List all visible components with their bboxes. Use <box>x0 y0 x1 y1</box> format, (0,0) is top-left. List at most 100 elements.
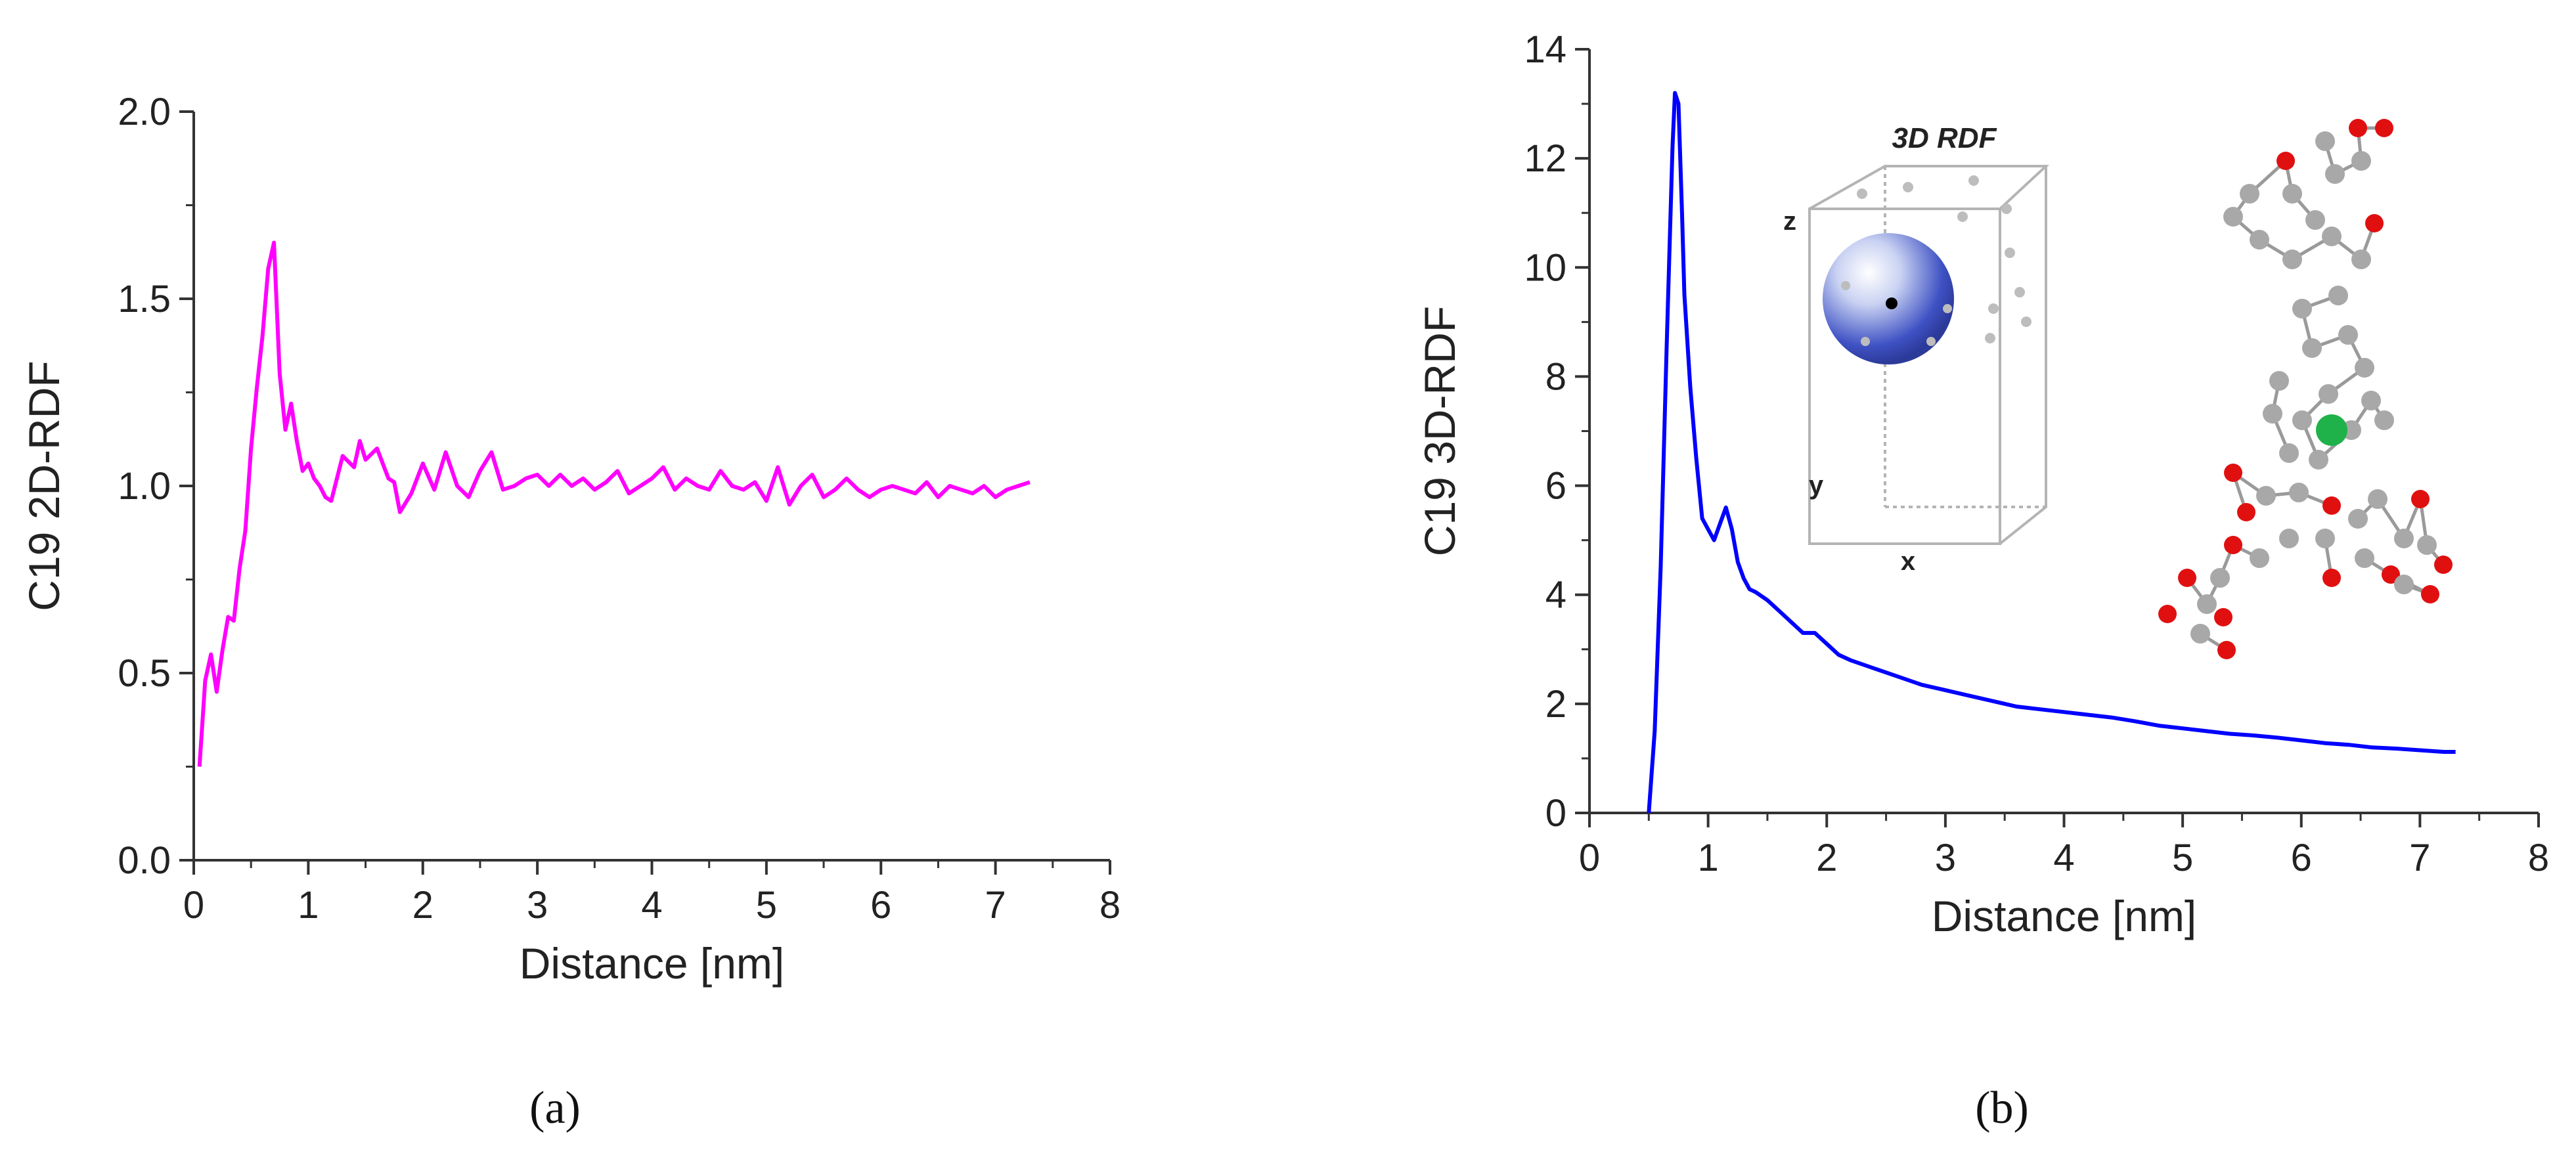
panel-a-axes <box>192 112 1110 862</box>
carbon-atom <box>2279 443 2299 463</box>
inset-box-side <box>1999 166 2047 545</box>
oxygen-atom <box>2382 565 2400 584</box>
panel-a-ytick-label: 1.0 <box>118 465 171 508</box>
panel-a-xtick-label: 4 <box>641 884 662 927</box>
carbon-atom <box>2394 529 2414 548</box>
carbon-atom <box>2351 250 2371 269</box>
carbon-atom <box>2292 410 2312 430</box>
panel-b-ytick-label: 12 <box>1524 137 1566 180</box>
carbon-atom <box>2315 529 2335 548</box>
carbon-atom <box>2289 483 2309 502</box>
carbon-atom <box>2328 286 2348 305</box>
oxygen-atom <box>2322 496 2341 515</box>
panel-a-ytick-label: 0.0 <box>118 839 171 882</box>
carbon-atom <box>2282 184 2302 204</box>
panel-b-xtick-label: 8 <box>2528 837 2549 879</box>
carbon-atom <box>2292 299 2312 318</box>
oxygen-atom <box>2214 608 2232 626</box>
inset-particles <box>1841 175 2032 346</box>
inset-x-label: x <box>1901 547 1915 576</box>
carbon-atom <box>2351 151 2371 171</box>
rdf-3d-inset: 3D RDF z y x <box>1783 122 2050 576</box>
carbon-atom <box>2269 371 2289 391</box>
panel-b-xtick-label: 7 <box>2409 837 2430 879</box>
carbon-atom <box>2210 568 2230 588</box>
oxygen-atom <box>2237 503 2255 521</box>
oxygen-atom <box>2322 569 2341 587</box>
panel-b-series-line <box>1647 91 2456 814</box>
panel-b-ytick-label: 6 <box>1545 465 1566 508</box>
highlighted-atom-c19 <box>2316 414 2347 446</box>
carbon-atom <box>2348 509 2368 529</box>
panel-b-label: (b) <box>1975 1083 2029 1133</box>
panel-b-xtick-label: 5 <box>2172 837 2193 879</box>
inset-sphere-center <box>1886 297 1898 309</box>
carbon-atom <box>2394 575 2414 594</box>
panel-a-series-line <box>197 240 1031 767</box>
panel-b-xlabel: Distance [nm] <box>1932 892 2196 940</box>
panel-a-xtick-label: 2 <box>412 884 433 927</box>
panel-b-xtick-label: 3 <box>1935 837 1956 879</box>
oxygen-atom <box>2375 119 2393 137</box>
oxygen-atom <box>2224 464 2242 482</box>
panel-b-xtick-label: 6 <box>2291 837 2312 879</box>
panel-b-ytick-label: 0 <box>1545 792 1566 835</box>
carbon-atom <box>2355 358 2374 378</box>
carbon-atom <box>2417 535 2437 555</box>
panel-a-xlabel: Distance [nm] <box>520 939 784 988</box>
oxygen-atom <box>2434 556 2453 574</box>
inset-box <box>1808 165 2050 545</box>
panel-b-xtick-label: 1 <box>1697 837 1718 879</box>
panel-a-ytick-label: 2.0 <box>118 91 171 133</box>
panel-a-series <box>197 240 1031 767</box>
panel-b-ytick-label: 14 <box>1524 28 1566 71</box>
molecule-illustration <box>2158 119 2453 659</box>
oxygen-atom <box>2276 152 2295 170</box>
panel-a-ytick-label: 1.5 <box>118 278 171 320</box>
panel-b-ytick-label: 2 <box>1545 683 1566 726</box>
inset-y-label: y <box>1809 471 1824 500</box>
inset-box-top <box>1809 165 2050 210</box>
oxygen-atom <box>2158 605 2177 623</box>
panel-b-series <box>1647 91 2456 814</box>
inset-title: 3D RDF <box>1892 122 1997 154</box>
panel-b-ytick-label: 10 <box>1524 246 1566 289</box>
carbon-atom <box>2325 164 2345 184</box>
carbon-atom <box>2322 227 2342 246</box>
carbon-atom <box>2309 450 2328 470</box>
carbon-atom <box>2190 624 2210 644</box>
panel-a-xtick-label: 7 <box>985 884 1006 927</box>
panel-b-ytick-label: 4 <box>1545 574 1566 617</box>
panel-a-xtick-label: 5 <box>756 884 777 927</box>
oxygen-atom <box>2224 536 2242 554</box>
panel-b-axes <box>1588 49 2539 814</box>
carbon-atom <box>2263 404 2282 424</box>
oxygen-atom <box>2365 214 2384 232</box>
panel-b-xtick-label: 4 <box>2053 837 2074 879</box>
panel-a-xtick-label: 8 <box>1099 884 1121 927</box>
carbon-atom <box>2282 250 2302 269</box>
panel-a-xtick-label: 1 <box>298 884 319 927</box>
panel-b-xtick-label: 2 <box>1816 837 1837 879</box>
carbon-atom <box>2302 338 2322 358</box>
carbon-atom <box>2305 210 2325 230</box>
carbon-atom <box>2374 410 2394 430</box>
carbon-atom <box>2256 486 2276 506</box>
carbon-atom <box>2355 548 2374 568</box>
inset-z-label: z <box>1783 207 1796 236</box>
oxygen-atom <box>2217 641 2236 659</box>
carbon-atom <box>2361 391 2381 410</box>
oxygen-atom <box>2178 569 2196 587</box>
carbon-atom <box>2368 489 2387 509</box>
panel-b-ylabel: C19 3D-RDF <box>1415 306 1464 556</box>
oxygen-atom <box>2411 490 2430 508</box>
carbon-atom <box>2338 325 2358 345</box>
carbon-atom <box>2319 384 2338 404</box>
carbon-atom <box>2250 548 2269 568</box>
panel-a-xtick-label: 6 <box>870 884 891 927</box>
panel-a-ytick-label: 0.5 <box>118 652 171 695</box>
oxygen-atom <box>2421 585 2439 603</box>
